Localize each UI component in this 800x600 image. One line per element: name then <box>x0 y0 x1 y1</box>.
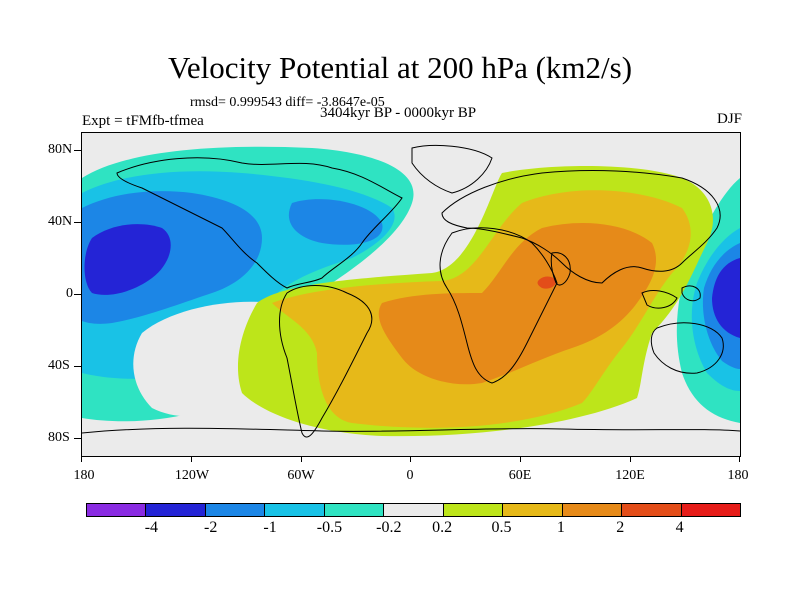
contour-pos-4 <box>537 276 556 289</box>
colorbar-label: -2 <box>204 519 218 536</box>
lat-label-0: 0 <box>66 286 73 301</box>
contour-neg-4 <box>84 224 171 295</box>
contour-map <box>82 133 740 456</box>
lon-tick <box>520 456 521 462</box>
colorbar-label: 0.5 <box>491 519 512 536</box>
colorbar-label: -0.5 <box>316 519 343 536</box>
coastlines <box>82 144 740 438</box>
lon-label-0: 0 <box>406 468 414 483</box>
contour-pos-3 <box>378 223 657 385</box>
lon-label-180e: 180 <box>727 468 749 483</box>
experiment-label: Expt = tFMfb-tfmea <box>82 113 204 129</box>
colorbar-swatch <box>562 504 623 516</box>
colorbar-swatch <box>324 504 385 516</box>
colorbar-label: 1 <box>556 519 565 536</box>
colorbar-label: -4 <box>144 519 159 536</box>
colorbar-swatch <box>87 504 147 516</box>
colorbar <box>86 503 741 517</box>
lat-label-40n: 40N <box>48 214 73 229</box>
colorbar-swatch <box>681 504 740 516</box>
colorbar-swatch <box>205 504 266 516</box>
lat-tick <box>74 150 81 151</box>
lat-tick <box>74 222 81 223</box>
colorbar-label: 2 <box>616 519 625 536</box>
colorbar-label: -1 <box>263 519 277 536</box>
lat-tick <box>74 294 81 295</box>
contour-neg-3b <box>288 199 383 245</box>
lat-label-40s: 40S <box>48 358 70 373</box>
colorbar-label: -0.2 <box>376 519 402 536</box>
lon-tick <box>301 456 302 462</box>
map-panel <box>81 132 741 457</box>
lat-label-80s: 80S <box>48 430 70 445</box>
colorbar-label: 4 <box>675 519 684 536</box>
colorbar-swatch <box>146 504 206 516</box>
lon-tick <box>191 456 192 462</box>
stats-text: rmsd= 0.999543 diff= -3.8647e-05 <box>190 95 385 110</box>
period-label: 3404kyr BP - 0000kyr BP <box>320 105 477 121</box>
contour-neg-east-4 <box>712 258 740 338</box>
colorbar-swatch <box>265 504 325 516</box>
lon-tick <box>739 456 740 462</box>
lon-tick <box>410 456 411 462</box>
lon-label-120e: 120E <box>615 468 645 483</box>
lon-tick <box>630 456 631 462</box>
colorbar-swatch <box>443 504 504 516</box>
colorbar-label: 0.2 <box>432 519 453 536</box>
colorbar-swatch <box>503 504 563 516</box>
lat-tick <box>74 366 81 367</box>
lon-tick <box>81 456 82 462</box>
colorbar-swatch <box>384 504 444 516</box>
lon-label-60e: 60E <box>508 468 532 483</box>
season-label: DJF <box>716 111 742 127</box>
lat-tick <box>74 438 81 439</box>
lon-label-60w: 60W <box>287 468 315 483</box>
lon-label-180w: 180 <box>73 468 95 483</box>
map-title: Velocity Potential at 200 hPa (km2/s) <box>167 50 633 85</box>
colorbar-swatch <box>622 504 682 516</box>
lat-label-80n: 80N <box>48 142 73 157</box>
lon-label-120w: 120W <box>174 468 210 483</box>
